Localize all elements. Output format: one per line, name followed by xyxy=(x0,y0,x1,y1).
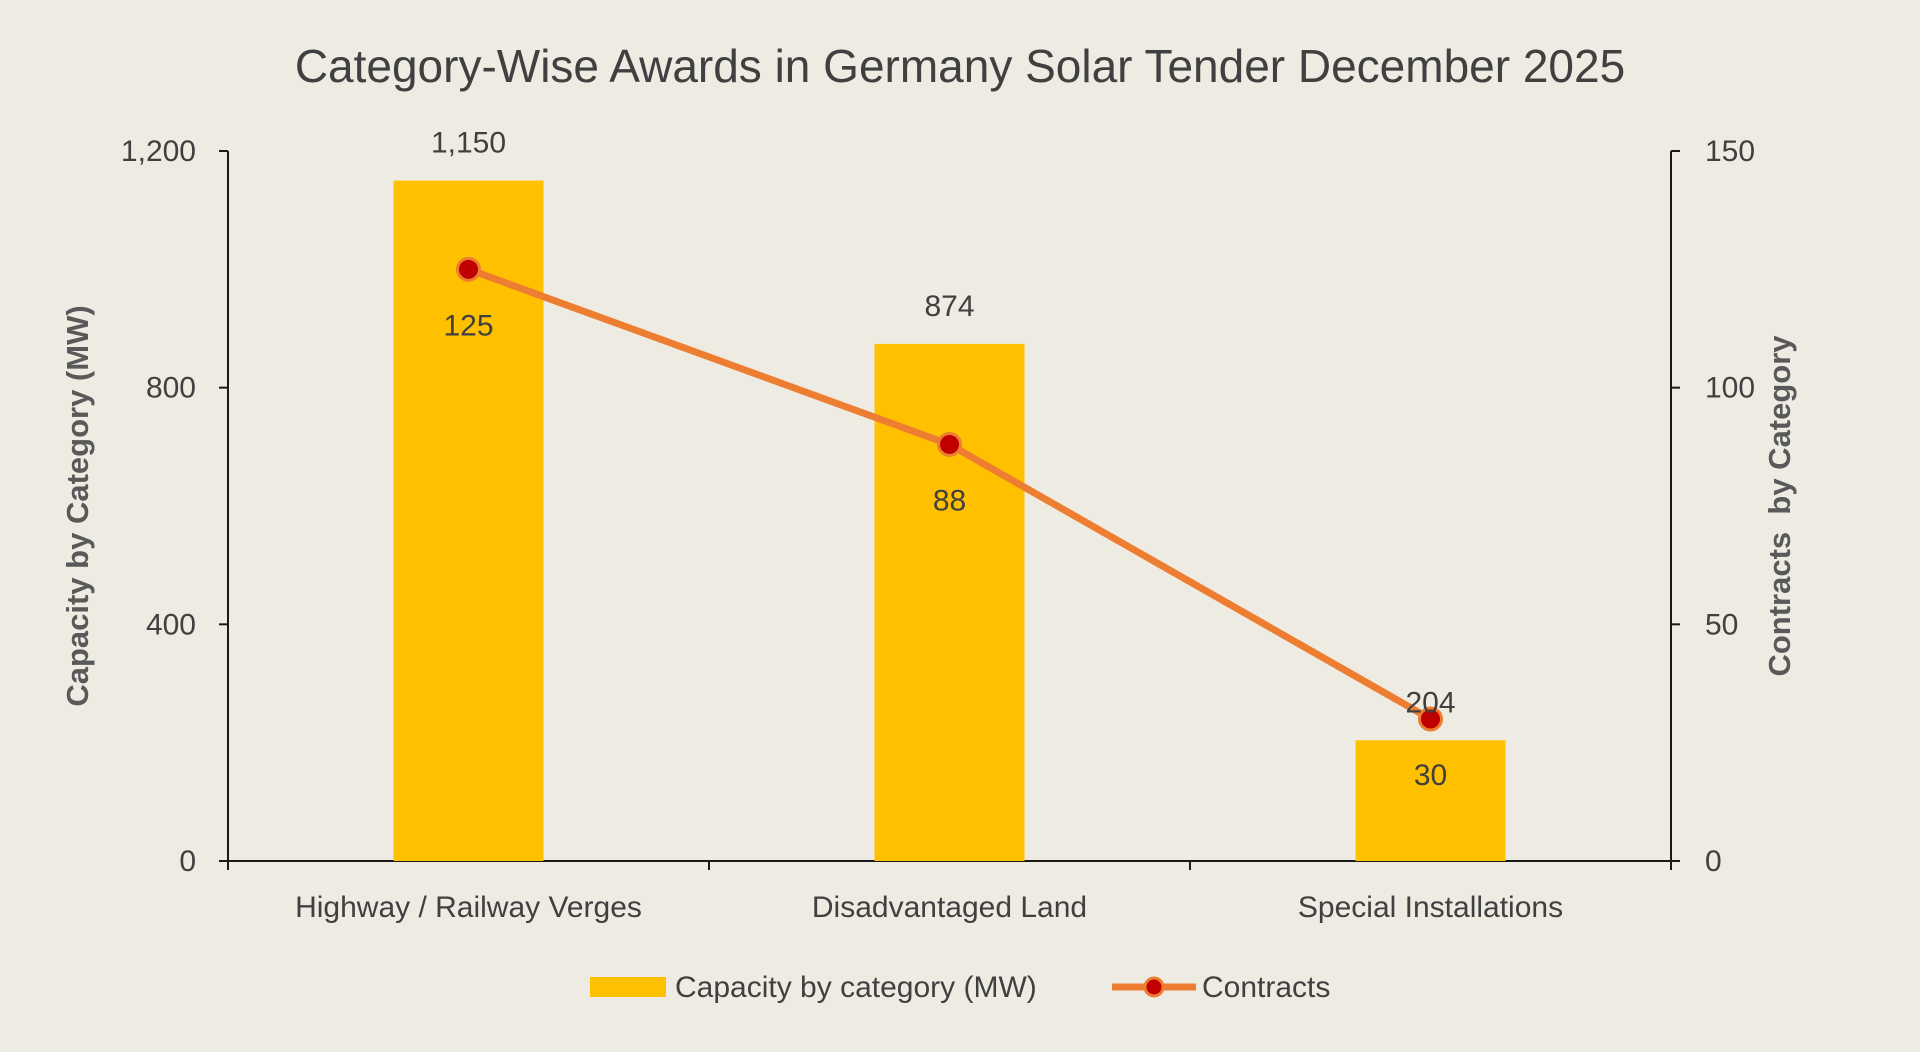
line-data-label: 88 xyxy=(933,484,966,517)
y2-tick-label: 150 xyxy=(1705,135,1755,168)
y-tick-label: 0 xyxy=(179,845,196,878)
line-data-label: 125 xyxy=(443,309,493,342)
x-tick-label: Highway / Railway Verges xyxy=(295,891,642,924)
legend-label-capacity: Capacity by category (MW) xyxy=(675,971,1037,1004)
bar xyxy=(393,180,544,862)
legend-label-contracts: Contracts xyxy=(1202,971,1330,1004)
x-tick-label: Special Installations xyxy=(1298,891,1563,924)
y-tick-label: 1,200 xyxy=(121,135,196,168)
line-data-label: 30 xyxy=(1414,759,1447,792)
line-marker xyxy=(1418,706,1443,732)
legend: Capacity by category (MW) Contracts xyxy=(590,971,1330,1004)
y2-tick-label: 100 xyxy=(1705,372,1755,405)
line-marker xyxy=(937,431,962,457)
legend-marker-contracts xyxy=(1143,976,1165,998)
y2-axis-title: Contracts by Category xyxy=(1762,335,1797,677)
bar xyxy=(874,343,1025,862)
line-marker xyxy=(456,256,481,282)
bar-data-label: 874 xyxy=(924,290,974,323)
y2-tick-label: 0 xyxy=(1705,845,1722,878)
y-tick-label: 400 xyxy=(146,608,196,641)
y-tick-label: 800 xyxy=(146,372,196,405)
bar xyxy=(1355,740,1506,861)
legend-swatch-capacity xyxy=(590,977,666,997)
bar-data-label: 1,150 xyxy=(431,127,506,160)
y2-tick-label: 50 xyxy=(1705,608,1738,641)
x-tick-label: Disadvantaged Land xyxy=(812,891,1087,924)
chart-title: Category-Wise Awards in Germany Solar Te… xyxy=(295,40,1625,92)
y-axis-title: Capacity by Category (MW) xyxy=(60,305,95,706)
bar-data-label: 204 xyxy=(1405,686,1455,719)
